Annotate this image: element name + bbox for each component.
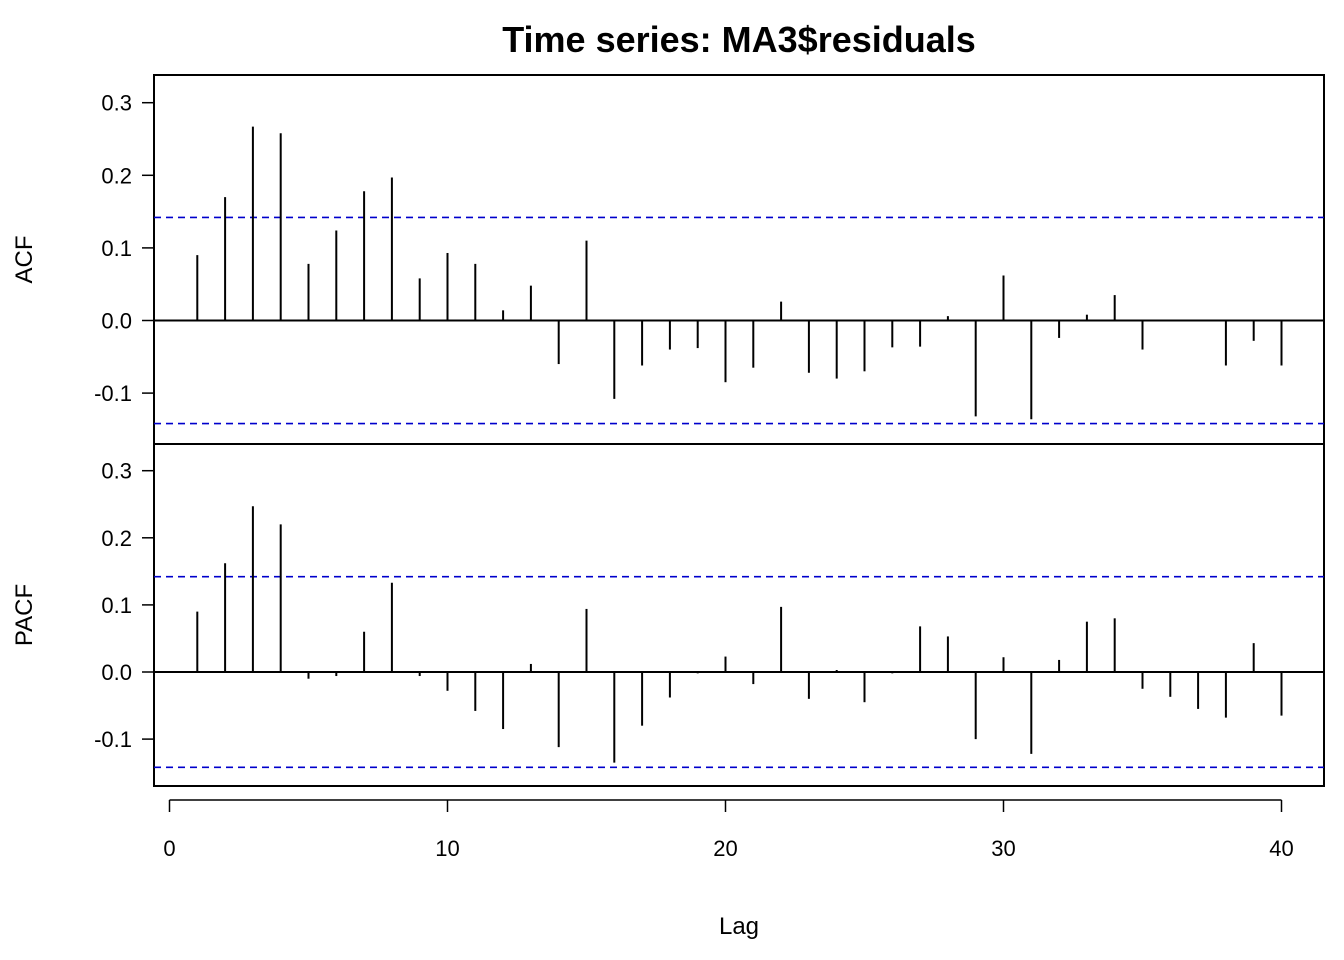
panels: -0.1 0.0 0.1 0.2 0.3 ACF -0.1 0.0 0.1 0.2 0.3 PACF	[11, 74, 1325, 787]
y-tick-label: 0.0	[101, 660, 132, 685]
y-tick-label: 0.1	[101, 236, 132, 261]
panel-pacf: -0.1 0.0 0.1 0.2 0.3 PACF	[11, 443, 1325, 787]
x-axis: 0 10 20 30 40	[163, 799, 1294, 861]
x-tick-label: 10	[435, 836, 459, 861]
y-tick-label: 0.1	[101, 593, 132, 618]
x-tick-label: 40	[1269, 836, 1293, 861]
x-axis-label: Lag	[719, 913, 759, 940]
plot-frame	[153, 443, 1325, 787]
y-axis-label: PACF	[11, 584, 38, 646]
y-tick-label: 0.2	[101, 526, 132, 551]
x-tick-label: 0	[163, 836, 175, 861]
y-axis-label: ACF	[11, 236, 38, 284]
x-tick-label: 20	[713, 836, 737, 861]
y-tick-label: -0.1	[94, 381, 132, 406]
x-tick-label: 30	[991, 836, 1015, 861]
y-tick-label: 0.0	[101, 309, 132, 334]
y-tick-label: 0.3	[101, 459, 132, 484]
y-tick-label: 0.3	[101, 91, 132, 116]
panel-acf: -0.1 0.0 0.1 0.2 0.3 ACF	[11, 74, 1325, 445]
plot-frame	[153, 74, 1325, 445]
chart-title: Time series: MA3$residuals	[502, 19, 976, 60]
y-tick-label: -0.1	[94, 727, 132, 752]
y-tick-label: 0.2	[101, 163, 132, 188]
